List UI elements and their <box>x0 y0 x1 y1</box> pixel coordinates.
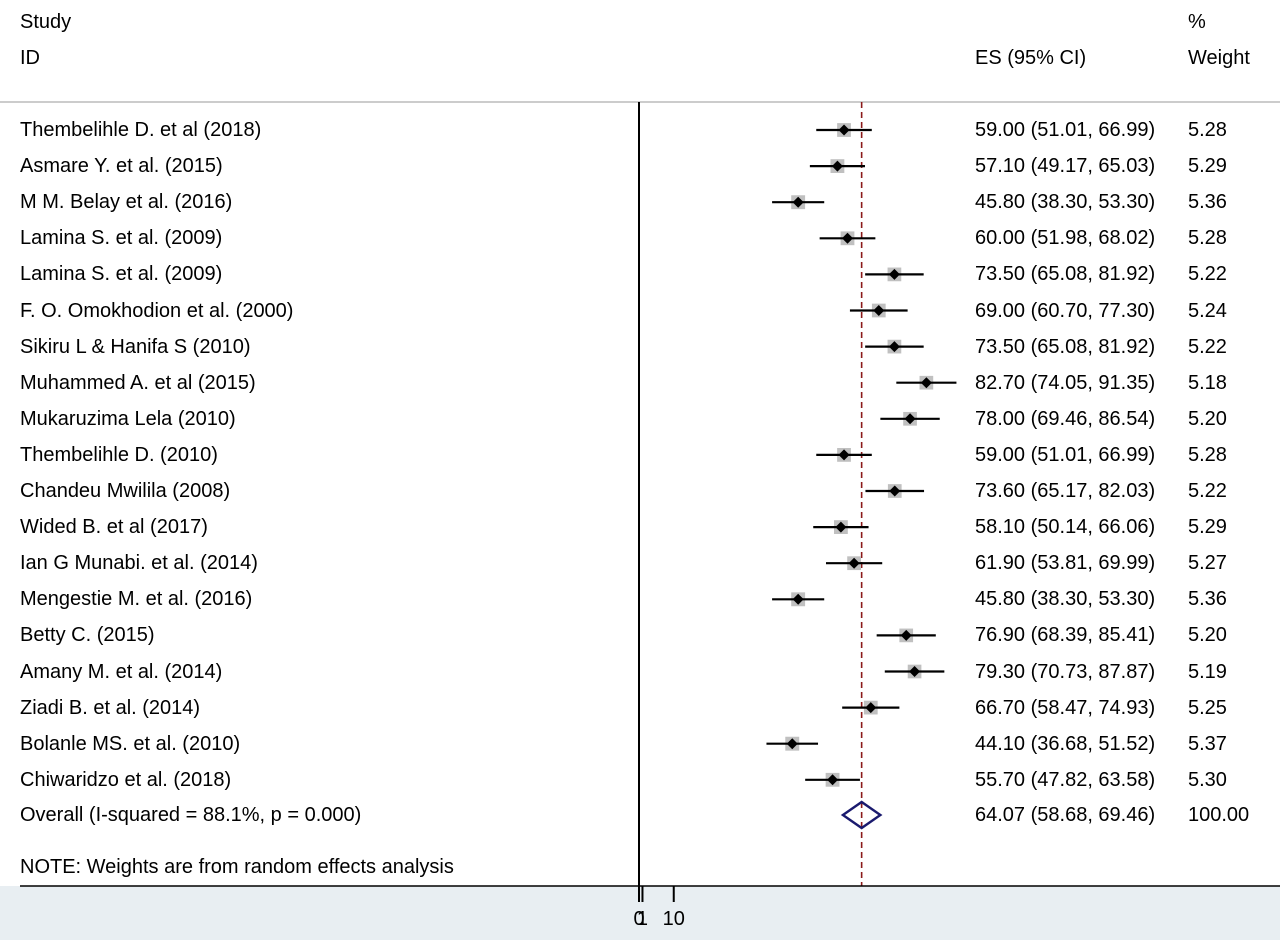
study-es-ci: 73.50 (65.08, 81.92) <box>975 335 1156 358</box>
point-estimate <box>838 124 850 136</box>
point-estimate <box>904 413 916 425</box>
study-es-ci: 59.00 (51.01, 66.99) <box>975 443 1156 466</box>
weight-header: Weight <box>1188 47 1250 69</box>
study-weight: 5.20 <box>1188 407 1227 430</box>
study-es-ci: 45.80 (38.30, 53.30) <box>975 191 1156 214</box>
study-name: Bolanle MS. et al. (2010) <box>20 732 241 755</box>
study-name: Thembelihle D. et al (2018) <box>20 119 262 141</box>
point-estimate <box>900 629 912 641</box>
point-estimate <box>873 305 885 316</box>
study-weight: 5.29 <box>1188 155 1227 178</box>
study-weight: 5.28 <box>1188 119 1227 141</box>
study-weight: 5.18 <box>1188 371 1227 394</box>
overall-diamond <box>840 800 883 830</box>
point-estimate <box>889 485 901 497</box>
overall-weight: 100.00 <box>1188 804 1250 826</box>
study-name: Thembelihle D. (2010) <box>20 443 218 466</box>
study-es-ci: 78.00 (69.46, 86.54) <box>975 407 1156 430</box>
study-es-ci: 61.90 (53.81, 69.99) <box>975 552 1156 575</box>
note-text: NOTE: Weights are from random effects an… <box>20 856 454 878</box>
es-header: ES (95% CI) <box>975 47 1087 69</box>
point-estimate <box>848 557 860 569</box>
id-header: ID <box>20 47 40 69</box>
point-estimate <box>792 593 804 605</box>
study-es-ci: 69.00 (60.70, 77.30) <box>975 299 1156 322</box>
study-weight: 5.22 <box>1188 480 1227 502</box>
study-es-ci: 82.70 (74.05, 91.35) <box>975 371 1156 394</box>
point-estimate <box>792 196 804 208</box>
point-estimate <box>827 774 839 786</box>
study-es-ci: 55.70 (47.82, 63.58) <box>975 768 1156 791</box>
study-es-ci: 76.90 (68.39, 85.41) <box>975 624 1156 647</box>
study-name: Asmare Y. et al. (2015) <box>20 155 223 178</box>
study-name: Lamina S. et al. (2009) <box>20 227 223 250</box>
study-es-ci: 59.00 (51.01, 66.99) <box>975 119 1156 141</box>
percent-header: % <box>1188 11 1206 33</box>
study-es-ci: 58.10 (50.14, 66.06) <box>975 516 1156 539</box>
study-name: Mengestie M. et al. (2016) <box>20 588 253 611</box>
study-es-ci: 73.50 (65.08, 81.92) <box>975 263 1156 286</box>
point-estimate <box>909 666 921 677</box>
study-name: Ziadi B. et al. (2014) <box>20 696 201 719</box>
point-estimate <box>786 738 798 750</box>
study-weight: 5.22 <box>1188 335 1227 358</box>
study-weight: 5.29 <box>1188 516 1227 539</box>
study-name: F. O. Omokhodion et al. (2000) <box>20 299 294 322</box>
study-es-ci: 57.10 (49.17, 65.03) <box>975 155 1156 178</box>
x-tick-label: 0 <box>633 908 645 930</box>
point-estimate <box>835 521 847 533</box>
study-weight: 5.25 <box>1188 696 1227 719</box>
study-es-ci: 44.10 (36.68, 51.52) <box>975 732 1156 755</box>
study-weight: 5.20 <box>1188 624 1227 647</box>
point-estimate <box>842 232 853 244</box>
study-weight: 5.30 <box>1188 768 1227 791</box>
study-weight: 5.28 <box>1188 227 1227 250</box>
point-estimate <box>838 449 850 461</box>
study-es-ci: 66.70 (58.47, 74.93) <box>975 696 1156 719</box>
study-name: M M. Belay et al. (2016) <box>20 191 233 214</box>
study-weight: 5.22 <box>1188 263 1227 286</box>
study-name: Lamina S. et al. (2009) <box>20 263 223 286</box>
study-weight: 5.24 <box>1188 299 1227 322</box>
point-estimate <box>888 268 900 280</box>
study-name: Sikiru L & Hanifa S (2010) <box>20 335 251 358</box>
study-name: Muhammed A. et al (2015) <box>20 371 256 394</box>
study-name: Betty C. (2015) <box>20 624 155 647</box>
point-estimate <box>831 160 843 172</box>
study-name: Amany M. et al. (2014) <box>20 660 223 683</box>
study-weight: 5.19 <box>1188 660 1227 683</box>
study-name: Wided B. et al (2017) <box>20 516 208 539</box>
overall-label: Overall (I-squared = 88.1%, p = 0.000) <box>20 804 362 826</box>
point-estimate <box>865 702 877 714</box>
study-weight: 5.36 <box>1188 588 1227 611</box>
study-es-ci: 79.30 (70.73, 87.87) <box>975 660 1156 683</box>
point-estimate <box>920 377 932 389</box>
study-name: Ian G Munabi. et al. (2014) <box>20 552 258 575</box>
study-weight: 5.27 <box>1188 552 1227 575</box>
x-tick-label: 1 <box>636 908 649 930</box>
x-tick-label: 10 <box>662 908 685 930</box>
study-weight: 5.36 <box>1188 191 1227 214</box>
overall-es-ci: 64.07 (58.68, 69.46) <box>975 804 1156 826</box>
study-header: Study <box>20 11 72 33</box>
study-weight: 5.37 <box>1188 732 1227 755</box>
study-name: Chiwaridzo et al. (2018) <box>20 768 232 791</box>
study-es-ci: 45.80 (38.30, 53.30) <box>975 588 1156 611</box>
study-weight: 5.28 <box>1188 443 1227 466</box>
point-estimate <box>888 341 900 353</box>
study-name: Chandeu Mwilila (2008) <box>20 480 231 502</box>
study-es-ci: 73.60 (65.17, 82.03) <box>975 480 1156 502</box>
study-name: Mukaruzima Lela (2010) <box>20 407 236 430</box>
study-es-ci: 60.00 (51.98, 68.02) <box>975 227 1156 250</box>
